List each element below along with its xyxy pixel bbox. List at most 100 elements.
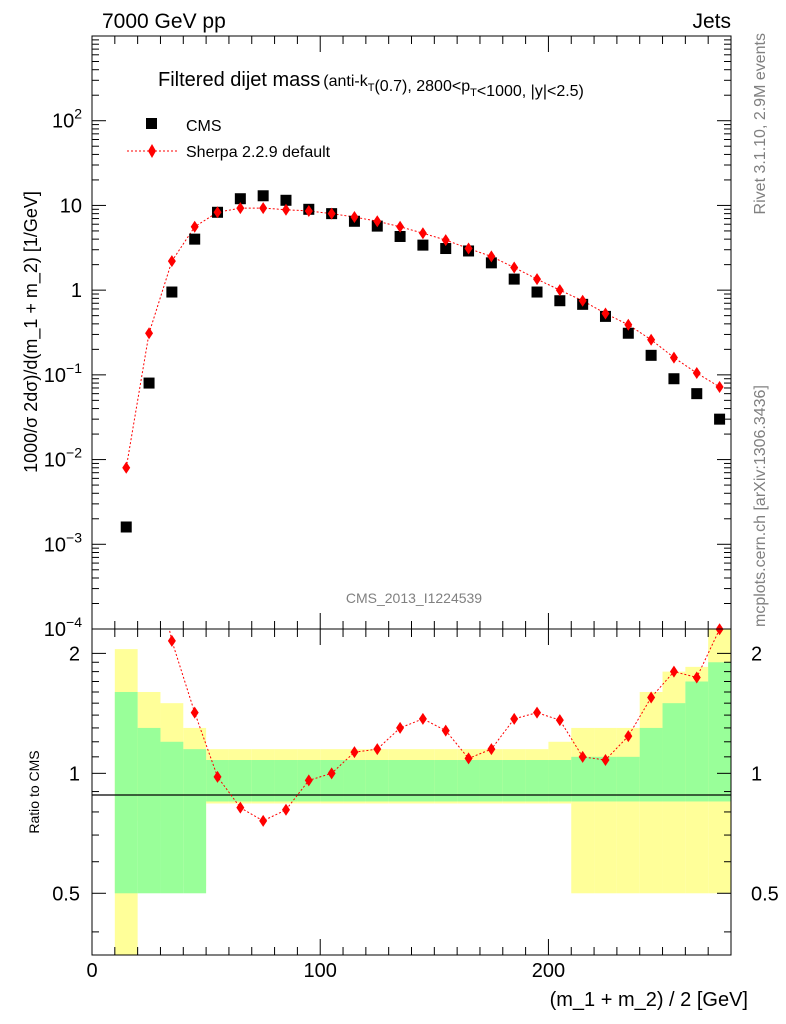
ratio-mc-point <box>350 746 359 759</box>
ratio-mc-point <box>601 754 610 767</box>
main-y-tick-label: 10−2 <box>44 445 82 472</box>
ratio-mc-point <box>487 743 496 756</box>
ratio-band-inner <box>343 760 366 802</box>
main-series-layer <box>120 190 726 533</box>
main-y-tick-label: 1 <box>71 280 82 302</box>
ratio-band-inner <box>662 703 686 802</box>
cms-data-point <box>622 327 634 339</box>
cms-data-point <box>554 295 566 307</box>
mc-data-point <box>487 250 496 263</box>
ratio-band-outer <box>616 727 640 894</box>
ratio-band-inner <box>639 727 663 802</box>
ratio-mc-point <box>418 712 427 725</box>
ratio-mc-point <box>464 752 473 765</box>
ratio-y-tick-label-left: 1 <box>69 763 80 785</box>
main-y-tick-label: 10 <box>60 195 82 217</box>
mc-data-point <box>350 211 359 224</box>
ratio-band-inner <box>434 760 458 802</box>
main-y-tick-label: 10−3 <box>44 529 82 556</box>
cms-data-point <box>189 233 201 245</box>
x-tick-label: 0 <box>86 960 97 982</box>
mc-data-point <box>555 284 564 297</box>
mc-data-point <box>327 207 336 220</box>
mc-data-point <box>624 318 633 331</box>
ratio-mc-point <box>213 770 222 783</box>
legend: CMS Sherpa 2.2.9 default <box>127 118 331 161</box>
mc-data-point <box>396 220 405 233</box>
mc-data-point <box>259 202 268 215</box>
ratio-ylabel: Ratio to CMS <box>26 750 42 833</box>
main-ylabel: 1000/σ 2dσ)/d(m_1 + m_2) [1/GeV] <box>21 191 42 473</box>
ratio-mc-point <box>190 706 199 719</box>
ratio-band-inner <box>228 760 252 802</box>
ratio-axis-ticks: 0.5 0.5 1 1 2 2 0 100 200 <box>52 629 779 982</box>
main-title: Filtered dijet mass (anti-kT(0.7), 2800<p… <box>158 69 584 100</box>
ratio-mc-point <box>259 814 268 827</box>
ratio-mc-point <box>281 803 290 816</box>
header-right-text: Jets <box>692 10 731 33</box>
cms-data-point <box>234 193 246 205</box>
ratio-mc-point <box>396 721 405 734</box>
ratio-mc-point <box>669 665 678 678</box>
ratio-band-inner <box>571 756 595 802</box>
mc-data-point <box>145 327 154 340</box>
ratio-mc-point <box>304 774 313 787</box>
cms-data-point <box>394 230 406 242</box>
x-tick-label: 100 <box>304 960 337 982</box>
rivet-version-text: Rivet 3.1.10, 2.9M events <box>752 33 769 214</box>
mc-data-point <box>715 380 724 393</box>
ratio-band-inner <box>685 681 709 802</box>
ratio-band-inner <box>479 760 503 802</box>
cms-data-point <box>280 194 292 206</box>
mc-data-point <box>418 227 427 240</box>
ratio-mc-point <box>441 724 450 737</box>
mc-data-point <box>510 261 519 274</box>
cms-data-point <box>257 190 269 202</box>
cms-data-point <box>417 239 429 251</box>
mcplots-text: mcplots.cern.ch [arXiv:1306.3436] <box>752 385 769 627</box>
ratio-mc-point <box>578 750 587 763</box>
ratio-mc-point <box>692 671 701 684</box>
mc-data-point <box>167 255 176 268</box>
mc-data-point <box>373 215 382 228</box>
mc-data-point <box>122 461 131 474</box>
main-y-tick-label: 102 <box>52 106 82 133</box>
ratio-bands <box>114 629 731 955</box>
ratio-mc-point <box>327 767 336 780</box>
ratio-mc-point <box>555 714 564 727</box>
legend-mc-marker <box>148 144 156 158</box>
ratio-band-inner <box>274 760 298 802</box>
ratio-band-inner <box>457 760 480 802</box>
ratio-y-tick-label-right: 1 <box>751 763 762 785</box>
main-axis-ticks: 10−4 10−3 10−2 10−1 1 10 102 <box>44 36 732 641</box>
cms-data-point <box>714 413 726 425</box>
ratio-band-inner <box>137 727 161 894</box>
ratio-band-inner <box>411 760 435 802</box>
ratio-band-inner <box>365 760 389 802</box>
x-axis-label: (m_1 + m_2) / 2 [GeV] <box>550 989 748 1011</box>
ratio-band-inner <box>525 760 549 802</box>
ratio-mc-point <box>510 712 519 725</box>
analysis-id-text: CMS_2013_I1224539 <box>346 590 482 606</box>
mc-data-point <box>236 202 245 215</box>
ratio-band-inner <box>708 662 731 802</box>
ratio-band-inner <box>320 760 344 802</box>
ratio-mc-point <box>236 801 245 814</box>
legend-cms-marker <box>146 118 157 129</box>
ratio-mc-point <box>373 743 382 756</box>
ratio-band-inner <box>616 756 640 802</box>
cms-data-point <box>668 373 680 385</box>
mc-data-point <box>304 204 313 217</box>
ratio-mc-point <box>624 730 633 743</box>
ratio-y-tick-label-right: 0.5 <box>751 883 779 905</box>
mc-data-point <box>647 333 656 346</box>
ratio-band-inner <box>502 760 526 802</box>
ratio-band-inner <box>388 760 412 802</box>
ratio-series-layer <box>167 623 724 827</box>
cms-data-point <box>166 286 178 298</box>
mc-data-point <box>669 351 678 364</box>
cms-data-point <box>508 273 520 285</box>
mc-data-point <box>578 294 587 307</box>
ratio-y-tick-label-left: 2 <box>69 643 80 665</box>
